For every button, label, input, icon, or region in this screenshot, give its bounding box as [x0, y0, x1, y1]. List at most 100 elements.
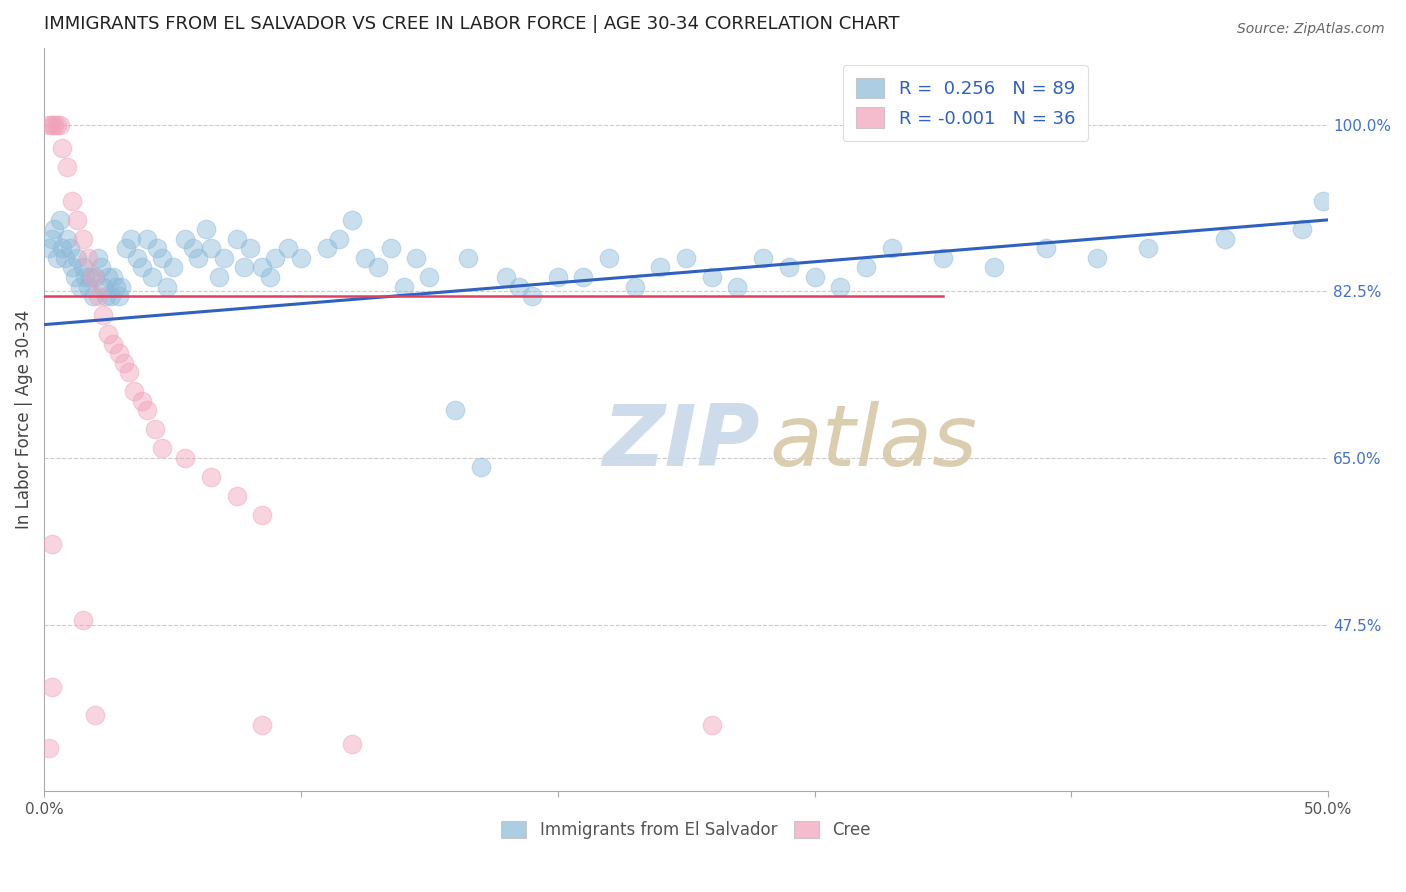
Point [495, 270, 517, 285]
Point [932, 251, 955, 265]
Point [120, 232, 142, 246]
Point [112, 356, 135, 370]
Point [105, 279, 128, 293]
Point [87, 251, 110, 265]
Point [187, 251, 209, 265]
Point [103, 336, 125, 351]
Point [225, 232, 247, 246]
Point [97, 270, 120, 285]
Point [72, 232, 94, 246]
Point [146, 242, 169, 256]
Point [1137, 242, 1160, 256]
Point [87, 289, 110, 303]
Point [84, 270, 107, 285]
Point [983, 260, 1005, 275]
Point [470, 460, 492, 475]
Point [162, 260, 184, 275]
Point [46, 118, 69, 132]
Point [38, 118, 60, 132]
Point [91, 279, 114, 293]
Point [354, 251, 377, 265]
Point [41, 536, 63, 550]
Point [444, 403, 467, 417]
Point [82, 289, 104, 303]
Point [135, 403, 157, 417]
Point [367, 260, 389, 275]
Point [41, 232, 63, 246]
Point [82, 270, 104, 285]
Point [1085, 251, 1108, 265]
Point [238, 242, 260, 256]
Point [1312, 194, 1334, 208]
Legend: Immigrants from El Salvador, Cree: Immigrants from El Salvador, Cree [495, 814, 877, 847]
Point [650, 260, 672, 275]
Point [572, 270, 595, 285]
Point [700, 270, 723, 285]
Text: ZIP: ZIP [603, 401, 761, 483]
Point [315, 242, 337, 256]
Point [90, 260, 112, 275]
Point [79, 270, 101, 285]
Point [51, 242, 73, 256]
Point [115, 242, 138, 256]
Point [457, 251, 479, 265]
Point [38, 741, 60, 756]
Point [277, 242, 299, 256]
Point [752, 251, 775, 265]
Point [392, 279, 415, 293]
Point [118, 365, 141, 379]
Point [60, 194, 83, 208]
Point [598, 251, 620, 265]
Point [520, 289, 543, 303]
Point [44, 222, 66, 236]
Point [66, 251, 89, 265]
Point [623, 279, 645, 293]
Point [264, 251, 287, 265]
Point [94, 289, 117, 303]
Point [290, 251, 312, 265]
Point [76, 279, 98, 293]
Point [1215, 232, 1237, 246]
Point [328, 232, 350, 246]
Point [1035, 242, 1057, 256]
Point [778, 260, 800, 275]
Point [252, 508, 274, 522]
Y-axis label: In Labor Force | Age 30-34: In Labor Force | Age 30-34 [15, 310, 32, 530]
Point [880, 242, 903, 256]
Point [100, 289, 122, 303]
Point [41, 680, 63, 694]
Point [75, 270, 97, 285]
Point [125, 251, 148, 265]
Point [69, 279, 91, 293]
Point [53, 251, 76, 265]
Point [727, 279, 749, 293]
Point [56, 232, 79, 246]
Point [131, 393, 153, 408]
Point [803, 270, 825, 285]
Point [194, 222, 217, 236]
Point [380, 242, 402, 256]
Point [143, 422, 166, 436]
Point [46, 251, 69, 265]
Point [38, 242, 60, 256]
Point [547, 270, 569, 285]
Point [830, 279, 852, 293]
Point [855, 260, 877, 275]
Point [700, 717, 723, 731]
Point [233, 260, 256, 275]
Text: Source: ZipAtlas.com: Source: ZipAtlas.com [1237, 22, 1385, 37]
Point [508, 279, 530, 293]
Point [208, 270, 231, 285]
Point [41, 118, 63, 132]
Point [252, 260, 274, 275]
Point [63, 270, 86, 285]
Point [200, 242, 222, 256]
Point [174, 450, 197, 465]
Point [156, 279, 179, 293]
Point [675, 251, 697, 265]
Text: IMMIGRANTS FROM EL SALVADOR VS CREE IN LABOR FORCE | AGE 30-34 CORRELATION CHART: IMMIGRANTS FROM EL SALVADOR VS CREE IN L… [44, 15, 900, 33]
Point [174, 232, 197, 246]
Point [212, 251, 235, 265]
Point [44, 118, 66, 132]
Point [405, 251, 427, 265]
